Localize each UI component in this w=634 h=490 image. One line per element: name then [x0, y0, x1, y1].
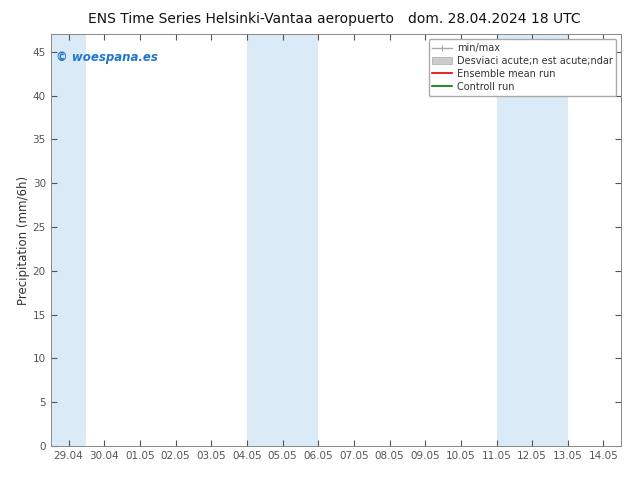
Legend: min/max, Desviaci acute;n est acute;ndar, Ensemble mean run, Controll run: min/max, Desviaci acute;n est acute;ndar… — [429, 39, 616, 96]
Text: © woespana.es: © woespana.es — [56, 51, 158, 64]
Bar — [247, 34, 318, 446]
Y-axis label: Precipitation (mm/6h): Precipitation (mm/6h) — [17, 175, 30, 305]
Text: dom. 28.04.2024 18 UTC: dom. 28.04.2024 18 UTC — [408, 12, 581, 26]
Text: ENS Time Series Helsinki-Vantaa aeropuerto: ENS Time Series Helsinki-Vantaa aeropuer… — [88, 12, 394, 26]
Bar — [496, 34, 568, 446]
Bar — [51, 34, 86, 446]
